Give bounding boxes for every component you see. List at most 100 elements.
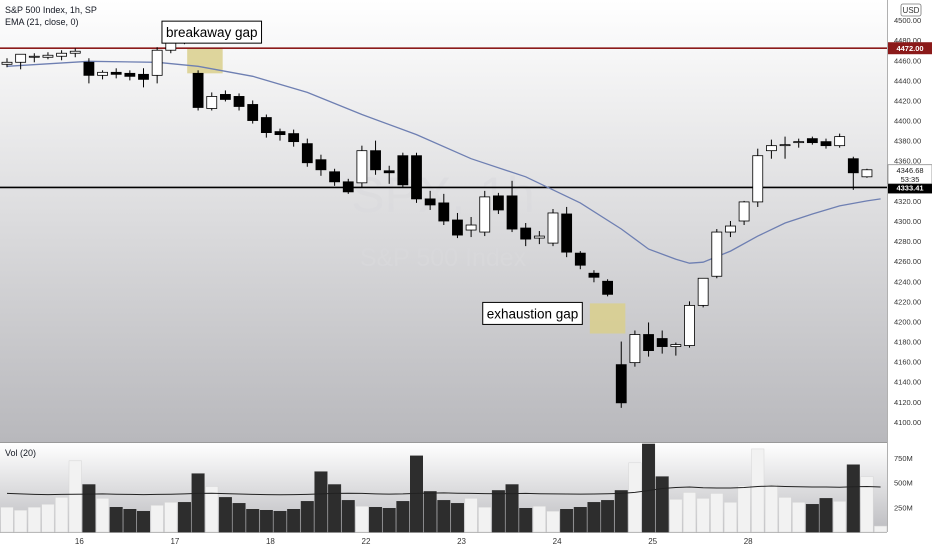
volume-bar-64 [874,525,888,533]
volume-bar-41 [560,509,574,533]
candle-body-up [779,144,791,147]
currency-label: USD [903,6,920,15]
candle-body-down [492,195,504,211]
volume-bar-35 [478,507,492,533]
price-tick-label: 4180.00 [894,338,921,347]
candle-body-up [56,52,67,57]
candle-body-down [192,72,204,108]
candle-9 [124,70,136,81]
candle-53 [725,221,736,238]
candle-body-up [834,136,846,147]
candle-44 [602,279,613,297]
time-tick-label: 22 [362,537,371,546]
volume-bar-15 [205,486,219,533]
candle-11 [151,47,163,84]
candle-body-up [861,169,873,178]
volume-bar-59 [805,504,819,533]
price-tick-label: 4420.00 [894,96,921,105]
candle-56 [766,139,777,159]
candle-body-up [479,196,491,233]
volume-tick-label: 750M [894,454,913,463]
candle-21 [288,129,300,147]
candle-body-down [438,202,450,222]
price-tick-label: 4360.00 [894,157,921,166]
candle-body-up [97,71,108,76]
candle-body-up [711,231,723,277]
volume-bar-7 [96,498,110,533]
volume-bar-13 [177,502,191,533]
volume-bar-1 [14,509,28,533]
time-tick-label: 17 [170,537,179,546]
volume-bar-22 [300,501,314,533]
volume-bar-60 [819,498,833,533]
candle-6 [83,58,95,84]
candle-body-down [83,61,95,76]
volume-bar-47 [642,443,656,533]
price-tick-label: 4500.00 [894,16,921,25]
candle-48 [656,330,668,354]
axes: 4100.00 4120.00 4140.00 4160.00 4180.00 4200.… [75,16,932,546]
candle-39 [533,231,545,245]
volume-bar-53 [723,502,737,533]
price-line-tag-1 [888,181,932,194]
volume-bar-63 [860,476,874,533]
volume-bar-23 [314,471,328,533]
price-axis-background [887,0,932,550]
currency-badge[interactable] [900,3,922,17]
volume-bar-57 [778,497,792,533]
annotation-label-1: exhaustion gap [487,306,579,321]
candle-46 [629,330,641,367]
volume-bar-42 [573,507,587,533]
price-tick-label: 4440.00 [894,76,921,85]
volume-bar-62 [846,464,860,533]
candle-16 [219,90,231,102]
volume-bar-33 [450,503,464,533]
candle-10 [138,68,149,88]
ema-legend[interactable]: EMA (21, close, 0) [5,17,79,27]
candle-32 [438,193,450,226]
candle-63 [861,168,873,178]
symbol-legend[interactable]: S&P 500 Index, 1h, SP [5,5,97,15]
price-tick-label: 4120.00 [894,398,921,407]
volume-bar-38 [519,508,533,533]
candle-38 [520,223,532,247]
price-line-tag-0 [888,42,932,55]
ema-line [6,60,881,264]
volume-legend[interactable]: Vol (20) [5,448,36,458]
candle-body-down [260,117,272,133]
candle-31 [424,190,436,210]
candle-body-down [656,338,668,347]
candle-body-up [738,201,750,222]
volume-bar-24 [328,484,342,533]
volume-bar-25 [341,500,355,533]
volume-bar-14 [191,473,205,533]
price-tick-label: 4140.00 [894,378,921,387]
volume-bar-31 [423,491,437,533]
candle-25 [342,178,354,194]
candle-20 [274,128,286,141]
candle-body-down [847,158,859,174]
candle-body-down [452,219,463,236]
candle-body-down [411,155,422,200]
candle-27 [370,140,381,175]
volume-bar-2 [27,507,41,533]
candle-body-up [356,150,368,184]
candle-body-up [547,212,559,244]
candle-57 [779,136,791,159]
candle-8 [110,68,122,79]
candle-34 [465,216,477,238]
candle-body-up [725,225,736,233]
candle-body-up [766,145,777,152]
candle-52 [711,229,723,279]
price-tick-label: 4220.00 [894,297,921,306]
volume-bar-40 [546,510,560,533]
candle-17 [233,93,245,111]
volume-bar-32 [437,500,451,533]
candle-19 [260,114,272,138]
candle-body-up [465,224,477,231]
volume-tick-label: 250M [894,503,913,512]
price-tick-label: 4260.00 [894,257,921,266]
candle-4 [56,50,67,61]
candle-body-down [506,195,518,230]
volume-bar-45 [614,490,628,533]
